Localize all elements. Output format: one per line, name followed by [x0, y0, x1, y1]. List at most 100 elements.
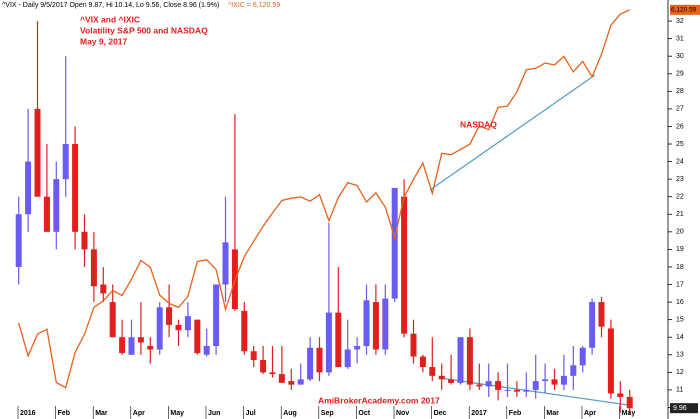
candle-body [137, 337, 144, 343]
value-box [670, 403, 698, 414]
y-tick-label: 22 [676, 194, 684, 201]
candle-body [354, 345, 361, 350]
y-tick-label: 26 [676, 123, 684, 130]
candle-body [476, 384, 483, 387]
candle-body [250, 351, 257, 361]
candle-body [25, 161, 32, 215]
candle-body [335, 312, 342, 368]
candle-body [391, 187, 398, 299]
candle-body [15, 214, 22, 267]
candle-body [194, 319, 201, 354]
y-tick-label: 19 [676, 246, 684, 253]
y-tick-label: 31 [676, 35, 684, 42]
candle-body [53, 179, 60, 232]
candle-body [513, 389, 520, 392]
y-tick-label: 23 [676, 176, 684, 183]
candle-body [560, 375, 567, 385]
x-tick-label: Nov [396, 410, 409, 417]
candle-body [184, 316, 191, 331]
candle-body [43, 196, 50, 232]
candle-body [34, 108, 41, 197]
candle-body [363, 300, 370, 346]
candle-body [626, 396, 633, 409]
x-tick-label: Apr [584, 410, 596, 417]
header: ^VIX - Daily 9/5/2017 Open 9.87, Hi 10.1… [2, 2, 219, 9]
candle-body [119, 337, 126, 354]
trend-line [429, 74, 596, 191]
candle-body [156, 307, 163, 350]
x-tick-label: May [170, 410, 184, 417]
y-tick-label: 25 [676, 141, 684, 148]
y-tick-label: 17 [676, 281, 684, 288]
x-tick-label: 2016 [20, 410, 36, 417]
candle-body [288, 381, 295, 385]
candle-body [109, 302, 116, 338]
title: Volatility S&P 500 and NASDAQ [80, 25, 208, 35]
candle-body [62, 144, 69, 180]
x-tick-label: Mar [95, 410, 108, 417]
header-overlay: ^IXIC = 6,120.59 [228, 2, 280, 9]
candle-body [269, 372, 276, 375]
candle-body [401, 196, 408, 334]
candle-body [166, 307, 173, 325]
candle-body [175, 324, 182, 331]
candle-body [551, 379, 558, 385]
y-tick-label: 16 [676, 299, 684, 306]
y-tick-label: 12 [676, 369, 684, 376]
candle-body [542, 379, 549, 382]
y-tick-label: 14 [676, 334, 684, 341]
x-tick-label: Jun [208, 410, 220, 417]
y-tick-label: 29 [676, 71, 684, 78]
x-tick-label: Oct [358, 410, 370, 417]
y-tick-label: 32 [676, 18, 684, 25]
candle-body [100, 284, 107, 294]
x-tick-label: 2017 [471, 410, 487, 417]
candle-body [213, 284, 220, 346]
candle-body [438, 375, 445, 380]
candle-body [344, 349, 351, 368]
candle-body [316, 347, 323, 373]
y-tick-label: 13 [676, 352, 684, 359]
candle-body [203, 345, 210, 355]
y-tick-label: 20 [676, 229, 684, 236]
candle-body [570, 365, 577, 376]
candle-body [128, 337, 135, 355]
candle-body [607, 328, 614, 394]
candle-body [382, 298, 389, 350]
value-box [670, 4, 700, 15]
x-tick-label: Aug [283, 410, 297, 417]
x-tick-label: Sep [321, 410, 334, 417]
value-box-label: 9.96 [673, 405, 687, 412]
title: ^VIX and ^IXIC [80, 14, 140, 24]
x-tick-label: Apr [133, 410, 145, 417]
candle-body [589, 302, 596, 348]
y-tick-label: 24 [676, 158, 684, 165]
y-tick-label: 28 [676, 88, 684, 95]
candle-body [504, 389, 511, 391]
candle-body [466, 337, 473, 385]
y-tick-label: 30 [676, 53, 684, 60]
x-tick-label: Feb [509, 410, 521, 417]
y-tick-label: 27 [676, 106, 684, 113]
candle-body [260, 360, 267, 373]
y-tick-label: 21 [676, 211, 684, 218]
candle-body [241, 310, 248, 352]
candle-body [147, 345, 154, 350]
candle-body [297, 379, 304, 385]
candle-body [617, 393, 624, 397]
candle-body [429, 367, 436, 376]
candle-body [81, 231, 88, 250]
annotation: AmiBrokerAcademy.com 2017 [318, 395, 440, 405]
y-tick-label: 11 [676, 387, 683, 394]
candle-body [307, 347, 314, 380]
candle-body [410, 333, 417, 357]
candle-body [325, 312, 332, 373]
candle-body [90, 249, 97, 287]
candle-body [485, 381, 492, 387]
candle-body [598, 302, 605, 327]
candle-body [372, 302, 379, 350]
candle-body [278, 374, 285, 383]
x-tick-label: Dec [434, 410, 447, 417]
candle-body [448, 379, 455, 383]
